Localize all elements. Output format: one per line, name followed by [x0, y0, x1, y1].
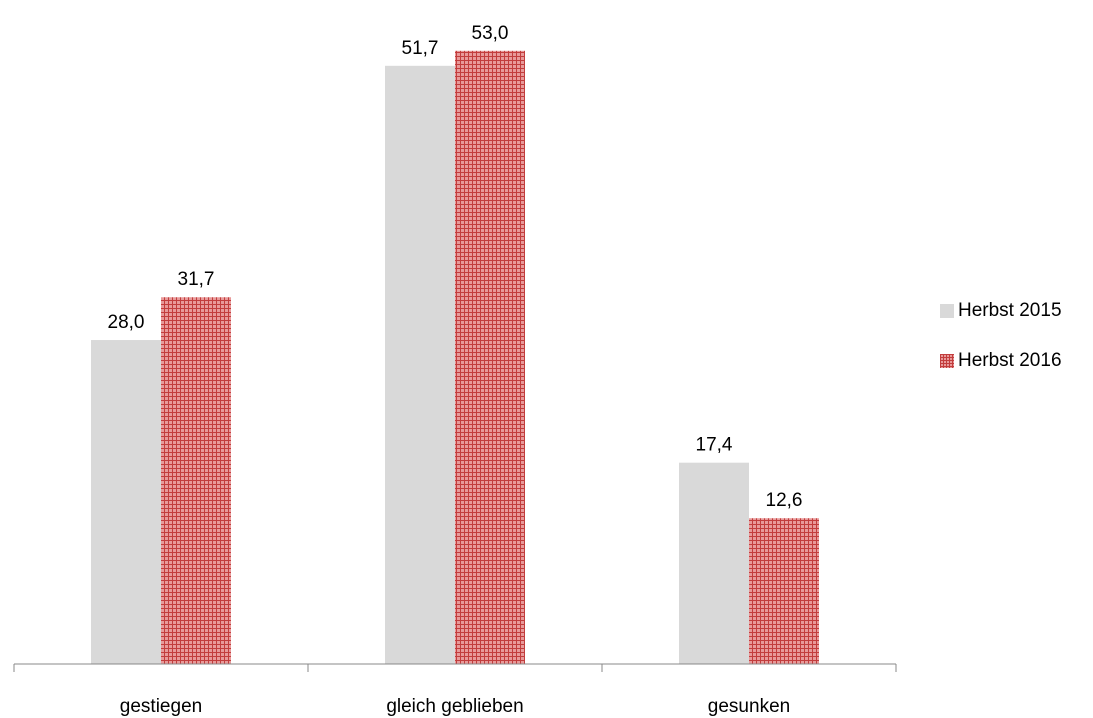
value-label: 17,4	[696, 435, 733, 456]
bar-herbst-2015-1	[385, 65, 455, 665]
x-tick-label: gestiegen	[120, 696, 202, 717]
bar-herbst-2015-2	[679, 462, 749, 664]
x-tick-label: gleich geblieben	[386, 696, 523, 717]
bar-herbst-2015-0	[91, 340, 161, 664]
legend: Herbst 2015 Herbst 2016	[940, 298, 1090, 398]
legend-item-herbst-2015: Herbst 2015	[940, 298, 1090, 324]
legend-label: Herbst 2015	[958, 300, 1062, 321]
value-label: 28,0	[108, 312, 145, 333]
value-labels-group: 28,0 31,7 51,7 53,0 17,4 12,6	[108, 23, 803, 511]
value-label: 12,6	[766, 490, 803, 511]
bar-herbst-2016-0	[161, 297, 231, 664]
legend-swatch	[940, 354, 954, 368]
bar-herbst-2016-2	[749, 518, 819, 664]
bars-group	[91, 50, 819, 665]
x-tick-label: gesunken	[708, 696, 790, 717]
bar-herbst-2016-1	[455, 50, 525, 665]
legend-item-herbst-2016: Herbst 2016	[940, 348, 1090, 374]
x-axis: gestiegen gleich geblieben gesunken	[13, 663, 897, 717]
legend-label: Herbst 2016	[958, 350, 1062, 371]
value-label: 31,7	[178, 269, 215, 290]
legend-swatch	[940, 304, 954, 318]
value-label: 53,0	[472, 23, 509, 44]
value-label: 51,7	[402, 38, 439, 59]
